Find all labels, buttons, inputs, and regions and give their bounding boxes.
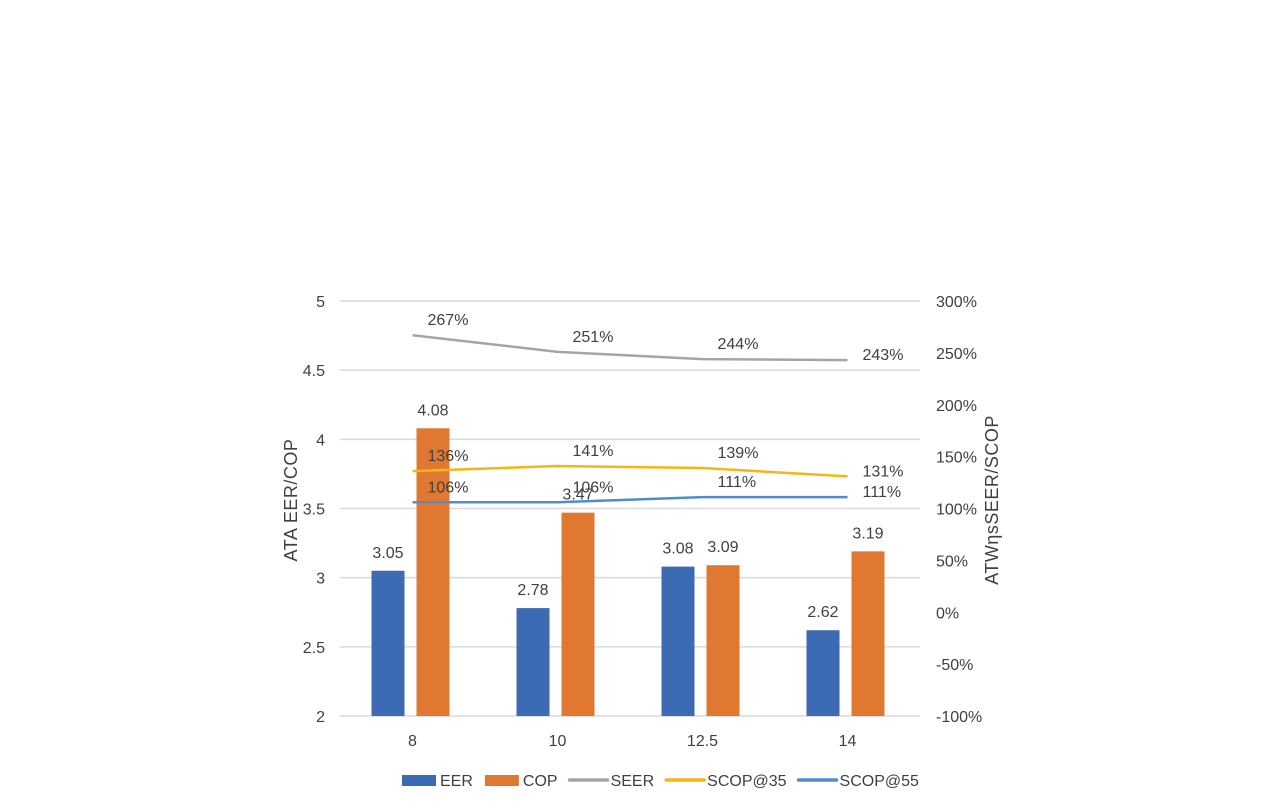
data-labels: 3.05 2.78 3.08 2.62 4.08 3.47 3.09 3.19 267% 251%… — [372, 312, 903, 621]
data-label-cop: 3.47 — [562, 487, 593, 504]
data-label-scop-55: 111% — [718, 474, 757, 491]
bar-eer — [806, 630, 840, 716]
x-tick-label: 12.5 — [687, 733, 718, 750]
data-label-cop: 3.09 — [707, 539, 738, 556]
data-label-scop-55: 106% — [428, 479, 469, 496]
data-label-seer: 251% — [573, 329, 614, 346]
bar-cop — [561, 512, 595, 716]
data-label-cop: 3.19 — [852, 525, 883, 542]
data-label-eer: 2.62 — [807, 604, 838, 621]
y2-tick-label: 250% — [936, 346, 977, 363]
data-label-eer: 3.05 — [372, 545, 403, 562]
data-label-scop-35: 131% — [863, 463, 904, 480]
data-label-cop: 4.08 — [417, 402, 448, 419]
y-tick-label: 3.5 — [303, 502, 325, 519]
y2-tick-label: -50% — [936, 657, 973, 674]
y2-tick-label: 200% — [936, 398, 977, 415]
y2-tick-label: 300% — [936, 294, 977, 311]
data-label-seer: 267% — [428, 312, 469, 329]
legend-swatch-cop — [484, 775, 519, 786]
y-tick-label: 4 — [316, 432, 325, 449]
y2-tick-label: 150% — [936, 450, 977, 467]
bar-cop — [416, 428, 450, 716]
data-label-seer: 243% — [863, 347, 904, 364]
y-tick-label: 5 — [316, 294, 325, 311]
bar-cop — [706, 565, 740, 716]
y2-tick-label: 50% — [936, 553, 968, 570]
data-label-eer: 3.08 — [662, 541, 693, 558]
line-seer — [412, 333, 848, 362]
legend-label: EER — [440, 773, 473, 790]
y-tick-label: 2.5 — [303, 640, 325, 657]
x-tick-label: 8 — [408, 733, 417, 750]
bar-cop — [851, 551, 885, 716]
left-axis-title: ATA EER/COP — [281, 439, 301, 562]
y2-tick-label: -100% — [936, 709, 982, 726]
legend-label: SCOP@55 — [840, 773, 919, 790]
y2-tick-label: 0% — [936, 605, 959, 622]
legend-swatch-eer — [402, 775, 436, 786]
data-label-scop-35: 139% — [718, 445, 759, 462]
right-axis-title: ATWηsSEER/SCOP — [982, 415, 1002, 585]
data-label-eer: 2.78 — [517, 582, 548, 599]
y-tick-label: 3 — [316, 571, 325, 588]
data-label-seer: 244% — [718, 336, 759, 353]
data-label-scop-55: 106% — [573, 479, 614, 496]
tick-labels: 2 2.5 3 3.5 4 4.5 5 -100% -50% 0% 50% 100% 150% 200% 2… — [303, 294, 983, 750]
legend: EER COP SEER SCOP@35 SCOP@55 — [402, 773, 919, 790]
legend-label: COP — [523, 773, 558, 790]
bar-series — [371, 428, 885, 716]
line-scop-35 — [412, 464, 848, 478]
data-label-scop-35: 141% — [573, 443, 614, 460]
data-label-scop-35: 136% — [428, 448, 469, 465]
line-scop-55 — [412, 495, 848, 504]
legend-label: SEER — [611, 773, 655, 790]
bar-eer — [371, 570, 405, 716]
bar-eer — [661, 566, 695, 716]
line-series — [412, 333, 848, 504]
legend-label: SCOP@35 — [707, 773, 786, 790]
y2-tick-label: 100% — [936, 502, 977, 519]
x-tick-label: 14 — [839, 733, 857, 750]
y-tick-label: 4.5 — [303, 363, 325, 380]
y-tick-label: 2 — [316, 709, 325, 726]
data-label-scop-55: 111% — [863, 484, 902, 501]
bar-eer — [516, 608, 550, 716]
x-tick-label: 10 — [549, 733, 567, 750]
